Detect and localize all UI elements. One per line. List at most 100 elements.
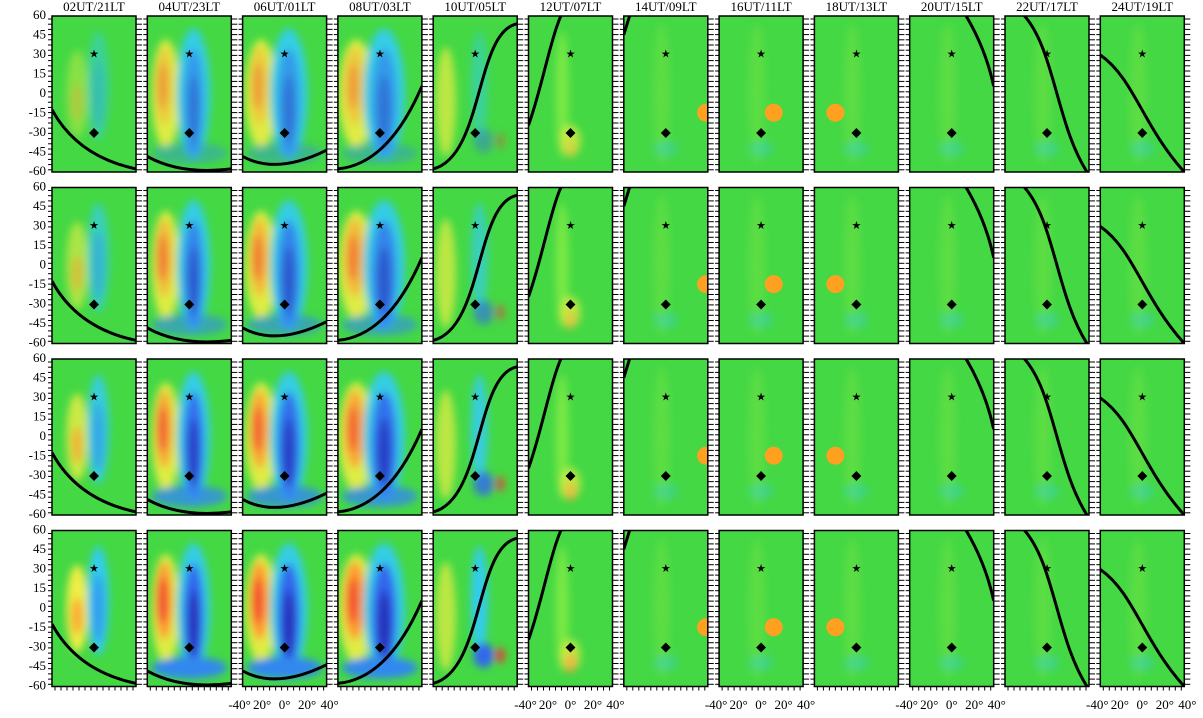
diamond-marker xyxy=(756,471,767,481)
panel-frame xyxy=(432,15,518,173)
star-marker: ★ xyxy=(756,220,766,232)
contour-blob xyxy=(555,203,569,328)
panel: ★ xyxy=(147,187,232,344)
panel-frame xyxy=(1099,186,1186,345)
contour-blob xyxy=(435,218,456,328)
contour-blob xyxy=(496,133,505,149)
y-tick-label: 45 xyxy=(33,198,46,213)
contours xyxy=(338,28,418,165)
contour-blob xyxy=(246,485,323,508)
panel: ★ xyxy=(337,530,422,687)
terminator-curve xyxy=(964,187,994,259)
panel-frame xyxy=(337,358,423,516)
star-marker: ★ xyxy=(1137,392,1147,404)
star-marker: ★ xyxy=(280,49,290,61)
panel-frame xyxy=(1099,15,1186,173)
contour-blob xyxy=(92,402,105,472)
terminator-curve xyxy=(147,669,232,687)
y-tick-label: 45 xyxy=(33,26,46,41)
x-tick-label: -40° xyxy=(514,697,537,712)
x-tick-label: 20° xyxy=(774,697,792,712)
terminator-curve xyxy=(433,193,518,342)
panel: ★ xyxy=(1005,16,1089,172)
diamond-marker xyxy=(756,642,767,653)
y-tick-label: -30 xyxy=(29,638,46,653)
contour-blob xyxy=(246,656,323,679)
contour-blob xyxy=(71,83,84,121)
star-marker: ★ xyxy=(661,563,671,575)
contour-blob xyxy=(347,577,359,625)
y-tick-label: 15 xyxy=(33,580,46,595)
diamond-marker xyxy=(470,642,481,653)
panel: ★ xyxy=(909,16,994,172)
contours xyxy=(555,374,581,501)
x-tick-label: 40° xyxy=(606,697,624,712)
x-tick-label: -40° xyxy=(705,697,728,712)
contour-blob xyxy=(377,246,391,316)
panel: ★ xyxy=(623,530,708,687)
contour-blob xyxy=(748,312,774,328)
diamond-marker xyxy=(374,128,385,138)
panel-frame xyxy=(1004,358,1090,516)
diamond-marker xyxy=(1042,128,1052,138)
panel: ★ xyxy=(719,187,804,344)
panel: ★ xyxy=(623,359,708,515)
diamond-marker xyxy=(279,128,290,138)
contour-blob xyxy=(1034,655,1060,671)
column-title: 10UT/05LT xyxy=(444,0,506,14)
panel: ★ xyxy=(1005,187,1089,344)
panel: ★ xyxy=(337,16,422,172)
y-tick-label: -15 xyxy=(29,619,46,634)
panel-frame xyxy=(908,358,995,516)
contour-blob xyxy=(188,589,199,659)
terminator-curve xyxy=(147,326,232,344)
terminator-curve xyxy=(433,22,518,171)
column-title: 02UT/21LT xyxy=(63,0,125,14)
contour-blob xyxy=(377,75,391,144)
panel-frame xyxy=(1004,186,1090,345)
diamond-marker xyxy=(1137,471,1148,481)
contours xyxy=(555,546,581,673)
orange-marker xyxy=(764,618,783,637)
panel-frame xyxy=(241,358,328,516)
contour-blob xyxy=(246,142,323,165)
panel: ★ xyxy=(814,359,899,515)
diamond-marker xyxy=(279,642,290,653)
star-marker: ★ xyxy=(1042,220,1052,232)
star-marker: ★ xyxy=(756,563,766,575)
contour-blob xyxy=(342,656,418,679)
contour-blob xyxy=(71,254,84,293)
panel-frame xyxy=(51,186,137,345)
contours xyxy=(66,374,110,484)
star-marker: ★ xyxy=(756,392,766,404)
panel-frame xyxy=(527,186,614,345)
contour-blob xyxy=(1129,655,1155,671)
diamond-marker xyxy=(565,471,576,481)
diamond-marker xyxy=(851,128,862,138)
contour-blob xyxy=(496,304,505,321)
orange-marker xyxy=(697,275,708,294)
x-tick-label: 20° xyxy=(1156,697,1174,712)
panel: ★ xyxy=(337,359,422,515)
column-title: 06UT/01LT xyxy=(254,0,316,14)
panel-frame xyxy=(527,358,614,516)
star-marker: ★ xyxy=(375,392,385,404)
panel-frame xyxy=(337,186,423,345)
panel: ★ xyxy=(909,187,994,344)
contour-blob xyxy=(71,426,84,464)
orange-marker xyxy=(764,275,783,294)
contour-blob xyxy=(496,647,505,664)
panel: ★ xyxy=(147,530,232,687)
panel-frame xyxy=(1099,358,1186,516)
contour-blob xyxy=(151,656,228,679)
star-marker: ★ xyxy=(375,220,385,232)
panel: ★ xyxy=(719,530,804,687)
contour-blob xyxy=(939,312,965,328)
contour-blob xyxy=(151,485,228,508)
panel-frame xyxy=(432,358,518,516)
column-title: 14UT/09LT xyxy=(635,0,697,14)
terminator-curve xyxy=(528,187,563,298)
diamond-marker xyxy=(374,642,385,653)
panel-frame xyxy=(813,529,900,688)
contour-blob xyxy=(283,75,295,144)
